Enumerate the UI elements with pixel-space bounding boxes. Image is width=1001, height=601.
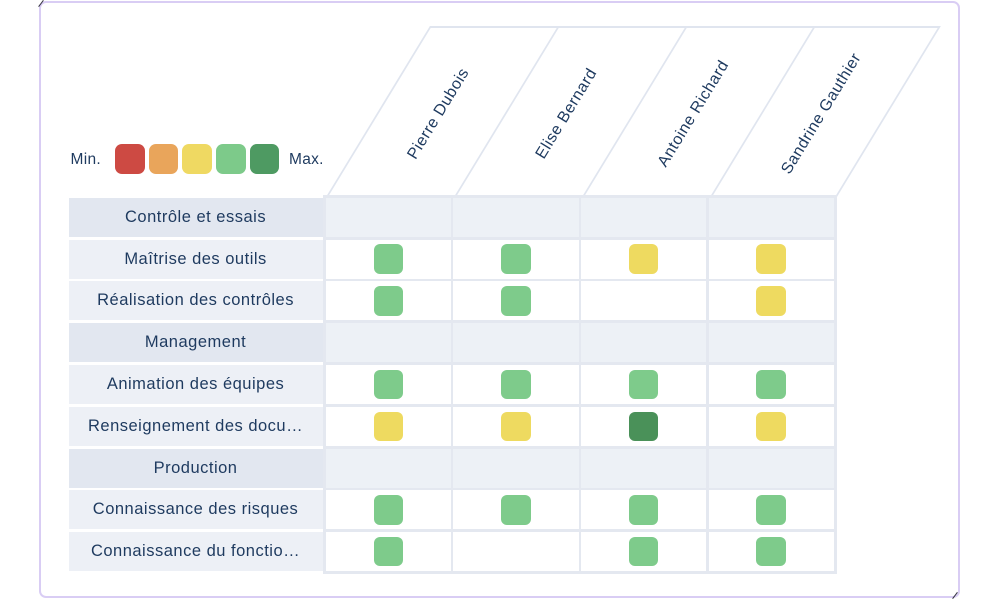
matrix-cell-r8-c3[interactable] <box>581 490 707 530</box>
matrix-cell-r7-c1 <box>325 448 452 488</box>
rating-square-yellow <box>373 411 404 442</box>
matrix-cell-r7-c4 <box>708 448 834 488</box>
rating-square-green <box>373 495 404 525</box>
rating-square-yellow <box>756 411 787 442</box>
matrix-cell-r8-c2[interactable] <box>453 490 579 530</box>
category-row-label: Management <box>68 323 323 363</box>
matrix-cell-r4-c2 <box>453 323 579 363</box>
rating-square-yellow <box>756 244 787 274</box>
rating-square-green <box>373 536 404 567</box>
legend-level-2-swatch <box>148 144 179 174</box>
matrix-cell-r2-c2[interactable] <box>453 239 579 279</box>
rating-square-yellow <box>756 286 787 316</box>
skill-row-label[interactable]: Maîtrise des outils <box>68 239 323 279</box>
rating-square-yellow <box>501 411 531 442</box>
rating-square-green <box>756 369 787 400</box>
skill-row-label[interactable]: Animation des équipes <box>68 365 323 404</box>
matrix-cell-r6-c3[interactable] <box>581 406 707 446</box>
legend-max-label: Max. <box>289 151 324 168</box>
legend-level-3-swatch <box>182 144 212 174</box>
category-row-label: Contrôle et essais <box>68 197 323 237</box>
matrix-cell-r5-c2[interactable] <box>453 365 579 404</box>
matrix-cell-r5-c4[interactable] <box>708 365 834 404</box>
matrix-cell-r9-c4[interactable] <box>708 532 834 572</box>
rating-square-green <box>373 286 404 316</box>
matrix-cell-r7-c3 <box>581 448 707 488</box>
matrix-cell-r9-c1[interactable] <box>325 532 452 572</box>
matrix-cell-r6-c1[interactable] <box>325 406 452 446</box>
matrix-cell-r3-c1[interactable] <box>325 281 452 321</box>
matrix-cell-r1-c1 <box>325 197 452 237</box>
matrix-cell-r3-c3[interactable] <box>581 281 707 321</box>
rating-square-green <box>501 369 531 400</box>
rating-square-green <box>756 495 787 525</box>
skill-row-label[interactable]: Connaissance du fonctio… <box>68 532 323 572</box>
legend-min-label: Min. <box>70 151 101 168</box>
matrix-cell-r1-c2 <box>453 197 579 237</box>
matrix-cell-r1-c4 <box>708 197 834 237</box>
category-row-label: Production <box>68 448 323 488</box>
legend-level-5-swatch <box>249 144 280 174</box>
rating-square-dark-green <box>628 411 659 442</box>
matrix-cell-r5-c1[interactable] <box>325 365 452 404</box>
rating-square-green <box>628 495 659 525</box>
matrix-cell-r9-c3[interactable] <box>581 532 707 572</box>
matrix-cell-r3-c2[interactable] <box>453 281 579 321</box>
rating-square-green <box>756 536 787 567</box>
matrix-cell-r1-c3 <box>581 197 707 237</box>
matrix-cell-r8-c1[interactable] <box>325 490 452 530</box>
matrix-cell-r4-c3 <box>581 323 707 363</box>
skill-row-label[interactable]: Connaissance des risques <box>68 490 323 530</box>
matrix-cell-r2-c1[interactable] <box>325 239 452 279</box>
matrix-cell-r9-c2[interactable] <box>453 532 579 572</box>
rating-square-green <box>501 244 531 274</box>
legend-level-1-swatch <box>115 144 145 174</box>
matrix-cell-r5-c3[interactable] <box>581 365 707 404</box>
matrix-cell-r2-c4[interactable] <box>708 239 834 279</box>
matrix-cell-r4-c4 <box>708 323 834 363</box>
rating-square-green <box>373 369 404 400</box>
matrix-cell-r2-c3[interactable] <box>581 239 707 279</box>
rating-square-green <box>628 369 659 400</box>
rating-square-green <box>501 495 531 525</box>
rating-square-yellow <box>628 244 659 274</box>
matrix-cell-r4-c1 <box>325 323 452 363</box>
matrix-cell-r8-c4[interactable] <box>708 490 834 530</box>
rating-square-green <box>373 244 404 274</box>
matrix-cell-r7-c2 <box>453 448 579 488</box>
skill-row-label[interactable]: Renseignement des docu… <box>68 406 323 446</box>
matrix-cell-r3-c4[interactable] <box>708 281 834 321</box>
matrix-cell-r6-c2[interactable] <box>453 406 579 446</box>
legend-level-4-swatch <box>216 144 246 174</box>
skill-row-label[interactable]: Réalisation des contrôles <box>68 281 323 321</box>
matrix-cell-r6-c4[interactable] <box>708 406 834 446</box>
rating-square-green <box>628 536 659 567</box>
rating-square-green <box>501 286 531 316</box>
